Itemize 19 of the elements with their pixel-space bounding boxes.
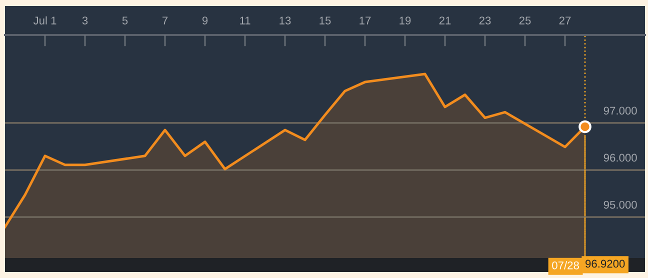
x-tick-label: Jul 1 xyxy=(33,16,56,24)
x-tick-label: 15 xyxy=(320,16,331,24)
x-tick-label: 19 xyxy=(400,16,411,24)
x-tick-label: 21 xyxy=(439,16,451,24)
x-tick-label: 17 xyxy=(360,16,371,24)
ref-line-label: 07/28 xyxy=(552,261,579,270)
x-tick-label: 25 xyxy=(519,16,531,24)
x-tick-label: 27 xyxy=(559,16,571,24)
y-tick-label: 96.000 xyxy=(604,154,637,162)
x-tick-label: 9 xyxy=(202,16,208,24)
x-tick-label: 13 xyxy=(280,16,291,24)
y-tick-label: 95.000 xyxy=(604,200,637,209)
x-tick-label: 3 xyxy=(82,16,88,24)
annotation: 96.9200 xyxy=(586,260,625,268)
x-tick-label: 11 xyxy=(240,16,250,24)
x-tick-label: 7 xyxy=(162,16,168,24)
x-tick-label: 5 xyxy=(122,16,128,24)
x-tick-label: 23 xyxy=(479,16,491,24)
y-tick-label: 97.000 xyxy=(604,106,637,115)
